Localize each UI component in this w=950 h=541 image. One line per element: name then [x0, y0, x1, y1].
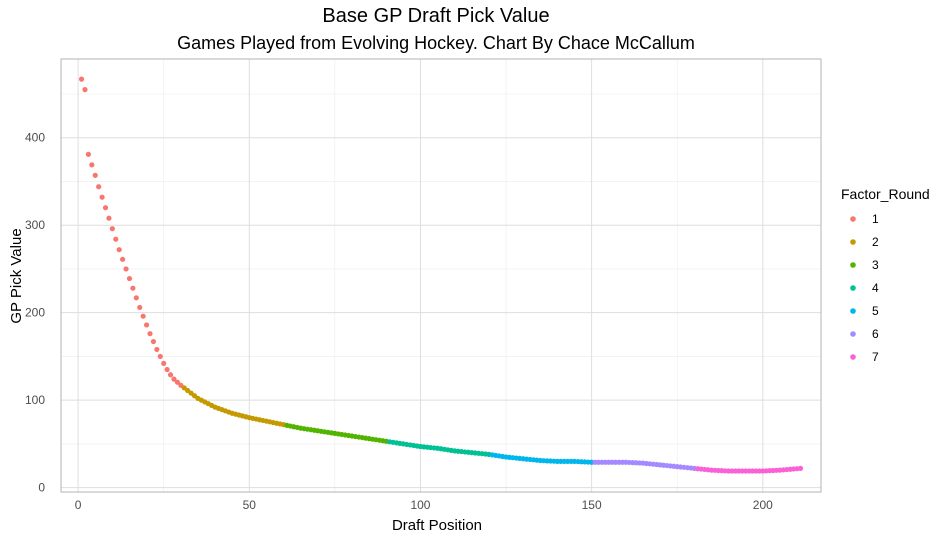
- data-point: [113, 236, 119, 242]
- data-point: [99, 194, 105, 200]
- data-point: [140, 313, 146, 319]
- legend-key: [850, 331, 856, 337]
- data-point: [797, 465, 804, 471]
- x-tick-label: 150: [582, 498, 602, 512]
- data-point: [109, 226, 115, 232]
- data-point: [85, 151, 91, 157]
- legend-key: [850, 285, 856, 291]
- data-point: [130, 285, 136, 291]
- data-point: [92, 172, 98, 178]
- y-axis-title: GP Pick Value: [8, 228, 25, 323]
- legend-label: 6: [872, 327, 879, 341]
- legend-title: Factor_Round: [841, 186, 930, 202]
- legend-key: [850, 239, 856, 245]
- legend-label: 4: [872, 281, 879, 295]
- y-tick-label: 300: [25, 218, 45, 232]
- x-tick-label: 0: [75, 498, 82, 512]
- data-point: [78, 76, 85, 82]
- legend-label: 7: [872, 350, 879, 364]
- legend: Factor_Round 1 2 3 4 5 6 7: [841, 186, 930, 364]
- data-point: [174, 379, 180, 385]
- data-point: [147, 331, 153, 337]
- data-point: [82, 87, 88, 93]
- legend-label: 2: [872, 235, 879, 249]
- chart-title: Base GP Draft Pick Value: [322, 5, 550, 27]
- legend-key: [850, 354, 856, 360]
- y-tick-label: 0: [38, 481, 45, 495]
- data-points: [78, 76, 804, 474]
- chart-subtitle: Games Played from Evolving Hockey. Chart…: [177, 33, 695, 53]
- data-point: [123, 266, 129, 272]
- gridlines: [61, 59, 821, 492]
- data-point: [164, 366, 170, 373]
- data-point: [171, 376, 177, 382]
- legend-label: 3: [872, 258, 879, 272]
- data-point: [143, 322, 150, 328]
- data-point: [154, 346, 160, 353]
- data-point: [150, 338, 157, 345]
- legend-key: [850, 216, 856, 222]
- data-point: [120, 256, 126, 262]
- data-point: [161, 360, 167, 367]
- data-point: [157, 353, 163, 360]
- y-tick-label: 100: [25, 393, 45, 407]
- x-tick-label: 50: [243, 498, 257, 512]
- x-tick-label: 200: [753, 498, 773, 512]
- data-point: [102, 205, 109, 211]
- data-point: [126, 275, 133, 282]
- data-point: [106, 215, 112, 221]
- data-point: [167, 372, 174, 378]
- legend-label: 1: [872, 212, 879, 226]
- y-tick-label: 400: [25, 131, 45, 145]
- legend-key: [850, 262, 856, 268]
- tick-labels: 0 50 100 150 200 0 100 200 300 400: [25, 131, 773, 512]
- legend-label: 5: [872, 304, 879, 318]
- data-point: [96, 184, 102, 190]
- data-point: [116, 247, 122, 253]
- data-point: [137, 304, 143, 311]
- data-point: [133, 295, 139, 301]
- plot-panel-border: [60, 58, 822, 493]
- data-point: [89, 162, 95, 168]
- x-axis-title: Draft Position: [392, 517, 482, 534]
- x-tick-label: 100: [410, 498, 430, 512]
- y-tick-label: 200: [25, 306, 45, 320]
- legend-key: [850, 308, 856, 314]
